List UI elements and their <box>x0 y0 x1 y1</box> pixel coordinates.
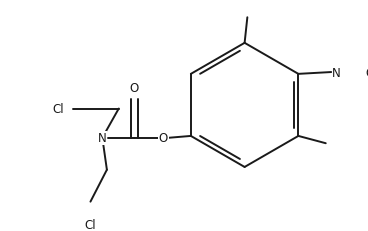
Text: N: N <box>332 66 341 79</box>
Text: Cl: Cl <box>53 103 64 116</box>
Text: O: O <box>159 132 168 145</box>
Text: O: O <box>365 66 368 79</box>
Text: Cl: Cl <box>85 218 96 231</box>
Text: N: N <box>98 132 107 145</box>
Text: O: O <box>130 82 139 95</box>
